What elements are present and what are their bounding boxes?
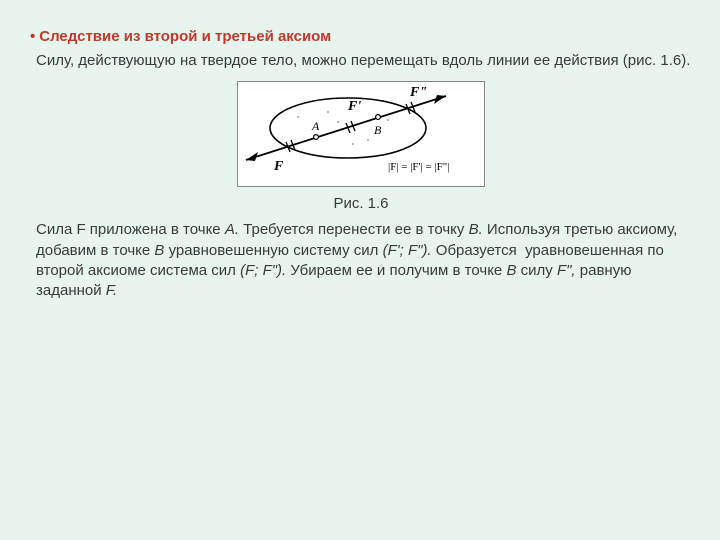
section-heading: •Следствие из второй и третьей аксиом [30, 28, 692, 45]
label-B: B [374, 123, 382, 137]
label-A: A [311, 119, 320, 133]
label-Fpp: F" [409, 85, 427, 100]
bullet-icon: • [30, 28, 35, 45]
figure-1-6: A B F F' F" |F| = |F'| = |F"| [237, 81, 485, 187]
label-F: F [273, 159, 284, 174]
body-paragraph: Сила F приложена в точке А. Требуется пе… [36, 220, 686, 301]
intro-paragraph: Силу, действующую на твердое тело, можно… [36, 51, 692, 71]
figure-container: A B F F' F" |F| = |F'| = |F"| [30, 81, 692, 191]
label-eq: |F| = |F'| = |F"| [388, 161, 449, 173]
heading-text: Следствие из второй и третьей аксиом [39, 28, 331, 45]
figure-caption: Рис. 1.6 [30, 195, 692, 212]
label-Fp: F' [347, 99, 361, 114]
